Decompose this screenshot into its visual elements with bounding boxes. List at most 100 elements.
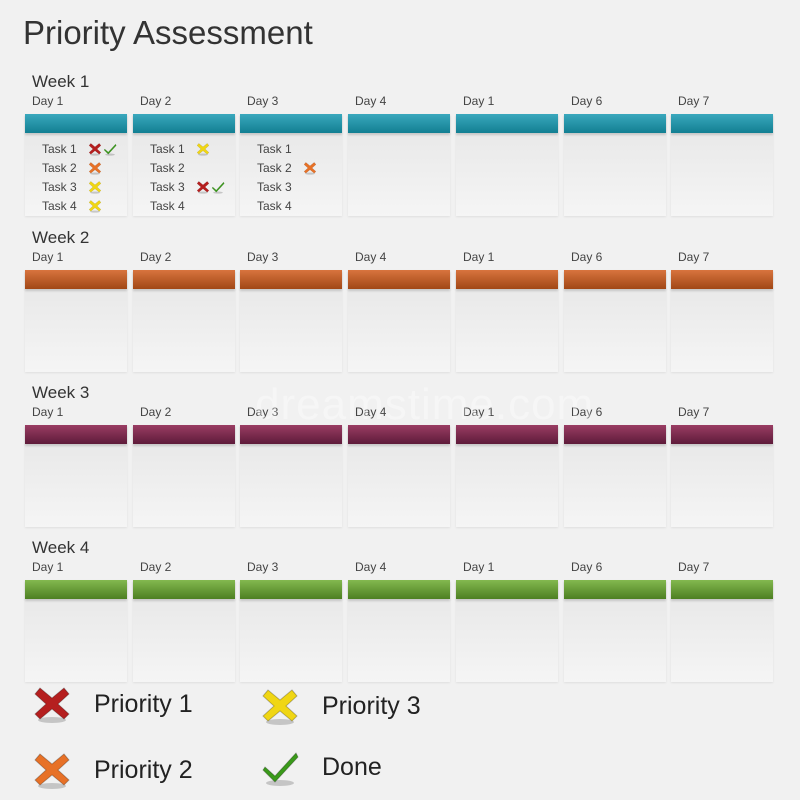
day-label: Day 2 [140, 405, 172, 419]
day-card-header [133, 425, 235, 444]
task-name: Task 3 [257, 179, 292, 194]
day-card: Task 1 Task 2 Task 3 Task 4 [133, 114, 235, 216]
day-column: Day 6 [564, 94, 666, 216]
day-label: Day 1 [463, 94, 495, 108]
day-card-header [240, 425, 342, 444]
priority2-mark [303, 161, 317, 175]
check-icon [262, 752, 299, 786]
day-column: Day 3 [240, 405, 342, 527]
task-item: Task 4 [42, 196, 118, 215]
legend-priority2: Priority 2 [32, 750, 193, 790]
page-title: Priority Assessment [23, 14, 313, 51]
x-icon [303, 162, 317, 175]
task-item: Task 3 [150, 177, 226, 196]
day-column: Day 7 [671, 405, 773, 527]
day-card [133, 270, 235, 372]
day-card [348, 580, 450, 682]
x-icon [88, 200, 102, 213]
day-card-header [240, 270, 342, 289]
day-label: Day 4 [355, 405, 387, 419]
task-item: Task 4 [257, 196, 318, 215]
day-card [240, 425, 342, 527]
day-label: Day 7 [678, 560, 710, 574]
day-card-header [133, 580, 235, 599]
check-icon [260, 747, 300, 787]
day-label: Day 1 [32, 560, 64, 574]
day-column: Day 2 Task 1 Task 2 Task 3 Task 4 [133, 94, 235, 216]
day-label: Day 4 [355, 94, 387, 108]
day-card [456, 270, 558, 372]
x-icon [88, 162, 102, 175]
x-icon [196, 181, 210, 194]
day-card [564, 114, 666, 216]
day-card-header [671, 580, 773, 599]
day-column: Day 2 [133, 250, 235, 372]
day-column: Day 4 [348, 250, 450, 372]
day-column: Day 7 [671, 250, 773, 372]
task-name: Task 2 [257, 160, 292, 175]
priority1-mark [88, 142, 102, 156]
task-item: Task 1 [150, 139, 226, 158]
day-card [671, 425, 773, 527]
task-name: Task 2 [42, 160, 77, 175]
done-mark [103, 142, 117, 156]
day-column: Day 2 [133, 560, 235, 682]
task-name: Task 2 [150, 160, 185, 175]
week-label: Week 2 [32, 228, 90, 247]
day-card-header [671, 114, 773, 133]
day-card-header [456, 270, 558, 289]
day-label: Day 1 [463, 405, 495, 419]
day-card-header [25, 270, 127, 289]
day-card: Task 1 Task 2 Task 3 Task 4 [240, 114, 342, 216]
task-item: Task 3 [257, 177, 318, 196]
day-card [25, 270, 127, 372]
day-card [133, 425, 235, 527]
week-label: Week 4 [32, 538, 90, 557]
day-card-header [133, 114, 235, 133]
day-column: Day 6 [564, 560, 666, 682]
day-column: Day 4 [348, 405, 450, 527]
day-card [348, 270, 450, 372]
day-label: Day 3 [247, 560, 279, 574]
day-card [671, 114, 773, 216]
day-column: Day 6 [564, 250, 666, 372]
day-column: Day 1 [456, 94, 558, 216]
task-name: Task 4 [42, 198, 77, 213]
day-card-header [348, 114, 450, 133]
day-card-header [348, 425, 450, 444]
done-mark [211, 180, 225, 194]
day-label: Day 1 [32, 405, 64, 419]
day-label: Day 1 [463, 250, 495, 264]
day-column: Day 1 [25, 560, 127, 682]
task-name: Task 1 [150, 141, 185, 156]
day-label: Day 3 [247, 405, 279, 419]
day-card [348, 114, 450, 216]
task-name: Task 1 [42, 141, 77, 156]
day-card [671, 580, 773, 682]
day-label: Day 7 [678, 250, 710, 264]
day-card [240, 270, 342, 372]
day-card [564, 270, 666, 372]
day-label: Day 7 [678, 94, 710, 108]
priority3-mark [88, 199, 102, 213]
day-card [671, 270, 773, 372]
day-label: Day 2 [140, 560, 172, 574]
day-card [25, 580, 127, 682]
task-name: Task 4 [257, 198, 292, 213]
day-label: Day 4 [355, 560, 387, 574]
day-card-header [348, 580, 450, 599]
day-card-header [348, 270, 450, 289]
day-card-header [564, 425, 666, 444]
day-column: Day 1 [456, 250, 558, 372]
day-label: Day 6 [571, 560, 603, 574]
task-list: Task 1 Task 2 Task 3 Task 4 [257, 139, 318, 215]
day-label: Day 6 [571, 250, 603, 264]
day-card [456, 425, 558, 527]
day-label: Day 1 [463, 560, 495, 574]
day-label: Day 3 [247, 250, 279, 264]
task-name: Task 1 [257, 141, 292, 156]
task-item: Task 2 [150, 158, 226, 177]
legend-label: Priority 3 [322, 691, 421, 720]
day-column: Day 4 [348, 94, 450, 216]
priority3-mark [196, 142, 210, 156]
